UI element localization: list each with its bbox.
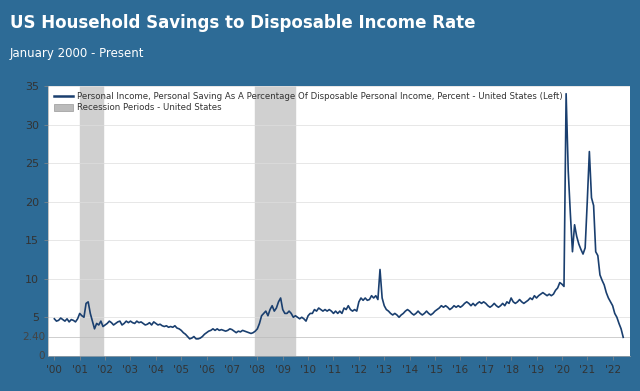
Bar bbox=[80, 86, 103, 356]
Text: 0: 0 bbox=[38, 351, 45, 361]
Text: US Household Savings to Disposable Income Rate: US Household Savings to Disposable Incom… bbox=[10, 14, 475, 32]
Text: January 2000 - Present: January 2000 - Present bbox=[10, 47, 144, 60]
Bar bbox=[255, 86, 296, 356]
Legend: Personal Income, Personal Saving As A Percentage Of Disposable Personal Income, : Personal Income, Personal Saving As A Pe… bbox=[52, 90, 564, 114]
Text: 2.40: 2.40 bbox=[22, 332, 45, 342]
